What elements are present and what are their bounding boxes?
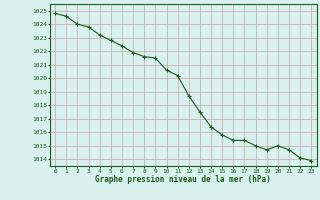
X-axis label: Graphe pression niveau de la mer (hPa): Graphe pression niveau de la mer (hPa) [95,175,271,184]
